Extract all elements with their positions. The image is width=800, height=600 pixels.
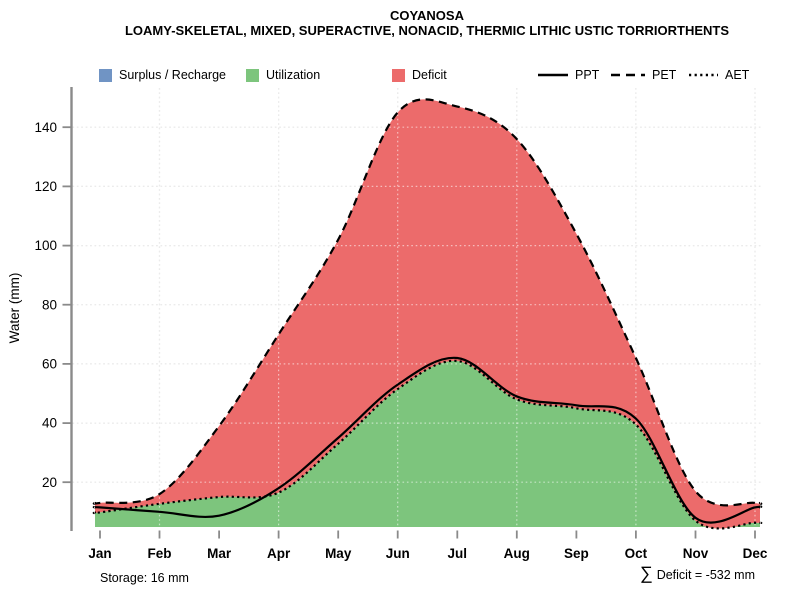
y-axis-labels: 20 40 60 80 100 120 140 [34, 120, 57, 490]
svg-text:Jul: Jul [448, 546, 468, 561]
svg-text:Apr: Apr [267, 546, 291, 561]
line-pet [92, 98, 763, 507]
legend-label: PET [652, 68, 677, 82]
legend-label: AET [725, 68, 750, 82]
x-axis-ticks [99, 530, 756, 539]
page-title: COYANOSA [390, 8, 464, 23]
svg-text:Oct: Oct [625, 546, 648, 561]
surplus-swatch-icon [99, 68, 112, 82]
svg-text:Jan: Jan [88, 546, 111, 561]
line-ppt [92, 356, 763, 524]
sum-deficit-label: Deficit = -532 mm [656, 568, 755, 582]
sigma-icon: ∑ [639, 563, 653, 583]
svg-text:Aug: Aug [504, 546, 530, 561]
page-subtitle: LOAMY-SKELETAL, MIXED, SUPERACTIVE, NONA… [124, 23, 730, 38]
svg-text:40: 40 [42, 416, 57, 431]
svg-text:60: 60 [42, 357, 57, 372]
svg-text:140: 140 [34, 120, 57, 135]
y-axis-ticks [62, 126, 72, 484]
sum-deficit-annotation: ∑ Deficit = -532 mm [640, 563, 755, 584]
y-axis-title: Water (mm) [7, 273, 22, 344]
svg-text:Dec: Dec [743, 546, 768, 561]
legend-label: Deficit [412, 68, 447, 82]
svg-text:Sep: Sep [564, 546, 589, 561]
dotted-line-icon [689, 73, 718, 77]
svg-text:May: May [325, 546, 352, 561]
legend-label: PPT [575, 68, 600, 82]
dashed-line-icon [611, 73, 645, 77]
legend-item-utilization: Utilization [246, 67, 320, 83]
area-deficit [93, 99, 762, 529]
svg-text:100: 100 [34, 238, 57, 253]
svg-text:120: 120 [34, 179, 57, 194]
legend-label: Surplus / Recharge [119, 68, 227, 82]
legend-item-deficit: Deficit [392, 67, 447, 83]
deficit-swatch-icon [392, 68, 405, 82]
legend-item-aet: AET [688, 67, 749, 83]
gridlines-over [72, 88, 762, 527]
legend-item-pet: PET [611, 67, 676, 83]
svg-text:Mar: Mar [207, 546, 232, 561]
legend-item-surplus: Surplus / Recharge [99, 67, 226, 83]
x-axis-labels: Jan Feb Mar Apr May Jun Jul Aug Sep Oct Nov Dec [88, 546, 768, 561]
storage-annotation: Storage: 16 mm [100, 571, 189, 585]
legend: Surplus / Recharge Utilization Deficit P… [0, 67, 800, 85]
svg-text:Jun: Jun [386, 546, 410, 561]
solid-line-icon [538, 73, 568, 77]
svg-text:20: 20 [42, 475, 57, 490]
area-utilization [93, 360, 762, 529]
legend-label: Utilization [266, 68, 321, 82]
legend-item-ppt: PPT [538, 67, 599, 83]
svg-text:80: 80 [42, 297, 57, 312]
utilization-swatch-icon [246, 68, 259, 82]
svg-text:Nov: Nov [683, 546, 709, 561]
svg-text:Feb: Feb [147, 546, 171, 561]
